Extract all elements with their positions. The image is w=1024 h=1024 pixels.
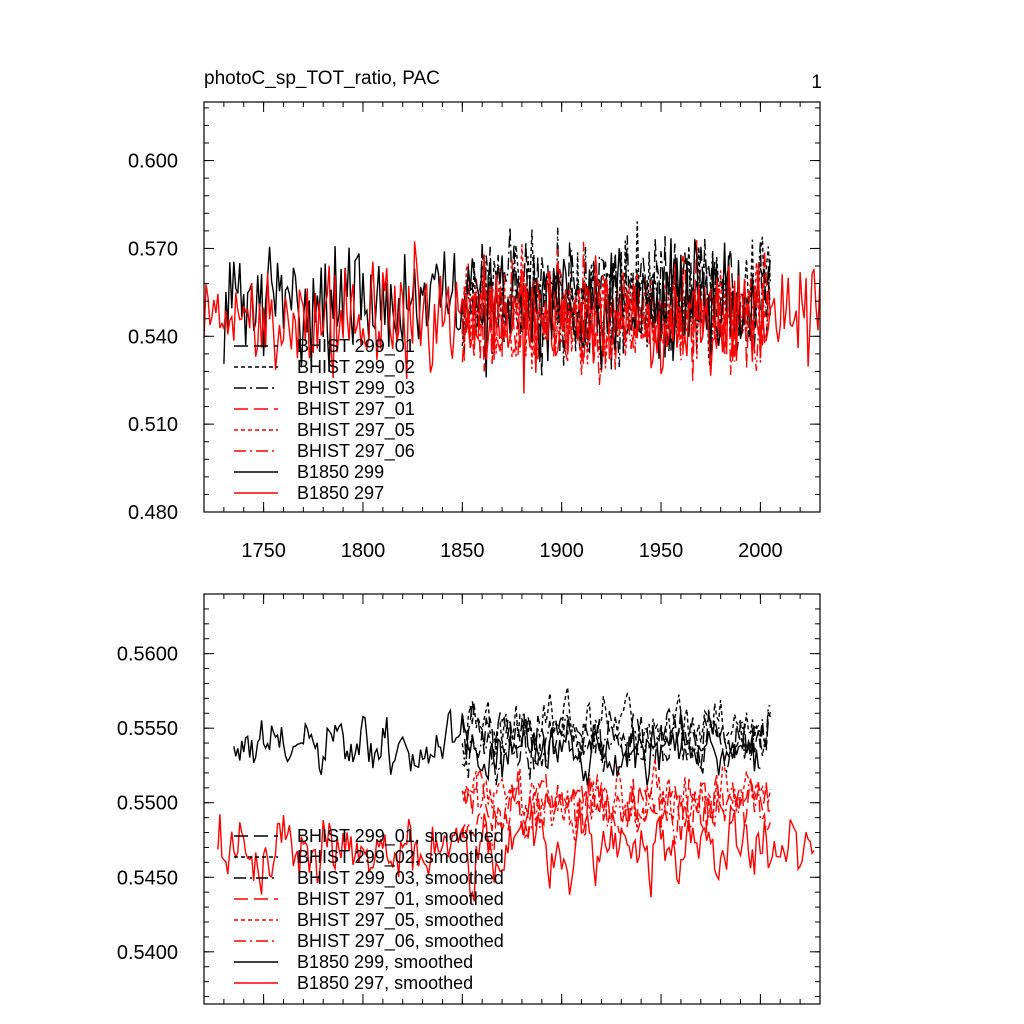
legend-label: BHIST 299_01 [297,336,415,357]
series-line-4 [462,769,771,843]
y-tick-label: 0.5450 [117,867,178,889]
legend-label: BHIST 297_06 [297,441,415,462]
legend-label: B1850 297, smoothed [297,973,473,993]
legend-label: B1850 297 [297,483,384,503]
y-tick-label: 0.5500 [117,793,178,815]
legend-label: B1850 299 [297,462,384,482]
series-line-7 [233,707,761,786]
plot-frame [203,593,821,1005]
legend-label: BHIST 299_03 [297,378,415,399]
chart-title: photoC_sp_TOT_ratio, PAC [204,68,440,89]
top-panel: 1750 1800 1850 1900 1950 2000 0.480 0.510 0.540 0… [128,101,821,562]
legend-label: BHIST 299_02 [297,357,415,378]
y-tick-label: 0.5600 [117,644,178,666]
y-tick-label: 0.480 [128,502,178,524]
series-line-6 [461,773,771,852]
series-line-5 [461,758,771,847]
x-tick-label: 1850 [440,540,485,562]
legend-label: B1850 299, smoothed [297,952,473,972]
series-group [204,221,820,394]
series-line-1 [461,700,771,774]
series-line-2 [461,687,771,763]
series-line-8 [217,796,815,902]
x-tick-label: 1900 [539,540,584,562]
series-line-5 [461,244,771,376]
legend-label: BHIST 299_03, smoothed [297,868,504,889]
legend-label: BHIST 299_02, smoothed [297,847,504,868]
legend-label: BHIST 297_05 [297,420,415,441]
legend-label: BHIST 299_01, smoothed [297,826,504,847]
x-tick-label: 1800 [341,540,386,562]
series-group [217,687,815,902]
y-tick-label: 0.570 [128,238,178,260]
bottom-panel: 0.5400 0.5450 0.5500 0.5550 0.5600 BHIST 299_… [117,593,821,1005]
legend-label: BHIST 297_01 [297,399,415,420]
x-tick-label: 2000 [738,540,783,562]
x-tick-label: 1950 [639,540,684,562]
panel-number: 1 [811,72,822,93]
y-tick-label: 0.600 [128,151,178,173]
legend-label: BHIST 297_06, smoothed [297,931,504,952]
legend-label: BHIST 297_05, smoothed [297,910,504,931]
y-tick-label: 0.510 [128,414,178,436]
y-tick-label: 0.5400 [117,942,178,964]
legend-label: BHIST 297_01, smoothed [297,889,504,910]
y-tick-label: 0.5550 [117,718,178,740]
y-tick-label: 0.540 [128,326,178,348]
x-tick-label: 1750 [241,540,286,562]
series-line-8 [204,241,820,394]
plot-frame [203,101,821,513]
series-line-3 [461,704,771,786]
